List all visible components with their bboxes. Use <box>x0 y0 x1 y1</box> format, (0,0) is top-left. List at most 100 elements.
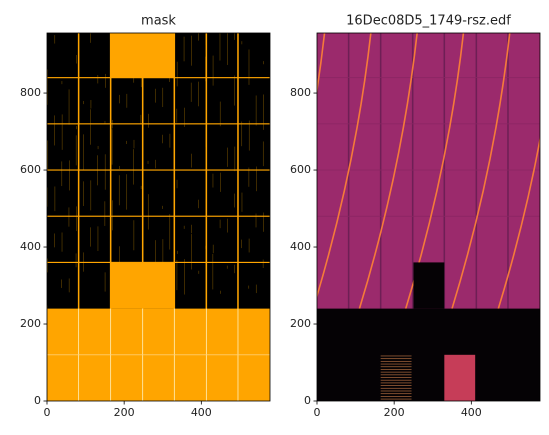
speckle <box>227 33 228 65</box>
speckle <box>140 185 142 189</box>
ring-arc <box>545 31 549 308</box>
speckle <box>234 146 236 172</box>
speckle <box>241 239 242 249</box>
speckle <box>68 89 70 125</box>
speckle <box>234 193 235 208</box>
speckle <box>248 285 250 289</box>
stripe <box>380 395 412 397</box>
speckle <box>47 69 48 105</box>
speckle <box>147 194 149 230</box>
bright-block <box>444 354 476 401</box>
speckle <box>75 253 77 268</box>
speckle <box>183 36 185 62</box>
gap-line <box>347 33 350 309</box>
gap-line <box>317 169 540 171</box>
speckle <box>54 35 56 44</box>
speckle <box>220 290 221 294</box>
y-tick-label: 400 <box>290 240 311 253</box>
y-tick-label: 400 <box>20 240 41 253</box>
stripe <box>380 358 412 360</box>
speckle <box>97 226 99 251</box>
speckle <box>198 199 199 209</box>
speckle <box>248 238 250 253</box>
speckle <box>176 108 178 123</box>
stripe <box>380 369 412 370</box>
speckle <box>97 74 99 84</box>
speckle <box>68 160 70 191</box>
x-tick-label: 0 <box>314 406 321 419</box>
speckle <box>176 250 178 254</box>
speckle <box>76 206 77 232</box>
speckle <box>198 81 199 107</box>
speckle <box>54 115 55 146</box>
y-tick-label: 800 <box>20 86 41 99</box>
speckle <box>176 260 178 291</box>
speckle <box>111 129 113 165</box>
speckle <box>133 220 135 251</box>
mask-line <box>77 33 80 401</box>
stripe <box>380 393 412 395</box>
speckle <box>61 232 63 252</box>
speckle <box>126 140 127 144</box>
x-tick-label: 400 <box>191 406 212 419</box>
mask-line <box>47 354 270 356</box>
speckle <box>119 246 120 271</box>
speckle <box>47 140 49 171</box>
speckle <box>90 109 91 145</box>
x-tick-label: 200 <box>114 406 135 419</box>
stripe <box>380 387 412 389</box>
speckle <box>47 187 48 207</box>
speckle <box>263 94 264 130</box>
mask-line <box>109 33 112 401</box>
speckle <box>140 114 142 124</box>
speckle <box>162 134 163 144</box>
speckle <box>191 35 192 66</box>
gap-line <box>475 33 478 309</box>
stripe <box>380 355 412 357</box>
speckle <box>234 75 235 106</box>
gap-line <box>507 33 509 309</box>
speckle <box>61 114 63 150</box>
y-tick-label: 0 <box>34 394 41 407</box>
speckle <box>162 239 164 275</box>
mask-line <box>47 123 270 125</box>
speckle <box>226 265 228 269</box>
image <box>47 33 270 401</box>
speckle <box>54 233 55 248</box>
speckle <box>190 82 192 102</box>
speckle <box>191 234 192 270</box>
speckle <box>126 93 128 108</box>
mask-line <box>47 261 270 263</box>
speckle <box>54 186 56 212</box>
speckle <box>184 259 185 295</box>
speckle <box>212 253 214 290</box>
y-tick-label: 600 <box>20 163 41 176</box>
gap-line <box>317 77 540 79</box>
ring-arc <box>317 33 326 96</box>
mask-line <box>205 33 208 401</box>
speckle <box>255 213 257 228</box>
speckle <box>112 200 113 231</box>
speckle <box>154 88 156 103</box>
stripe <box>380 374 412 376</box>
speckle <box>97 146 99 150</box>
speckle <box>68 207 70 227</box>
speckle <box>227 147 228 167</box>
speckle <box>198 33 199 41</box>
y-tick-label: 200 <box>290 317 311 330</box>
axes-title: mask <box>141 14 176 29</box>
stripe <box>380 382 412 384</box>
speckle <box>61 161 63 187</box>
ring-arc <box>497 135 540 309</box>
speckle <box>241 121 243 147</box>
speckle <box>90 33 91 43</box>
speckle <box>133 139 135 149</box>
speckle <box>176 179 178 189</box>
gap-line <box>317 215 540 217</box>
axes-frame <box>46 32 271 402</box>
speckle <box>104 120 106 125</box>
speckle <box>241 192 243 212</box>
stripe <box>380 360 412 362</box>
speckle <box>169 214 171 250</box>
